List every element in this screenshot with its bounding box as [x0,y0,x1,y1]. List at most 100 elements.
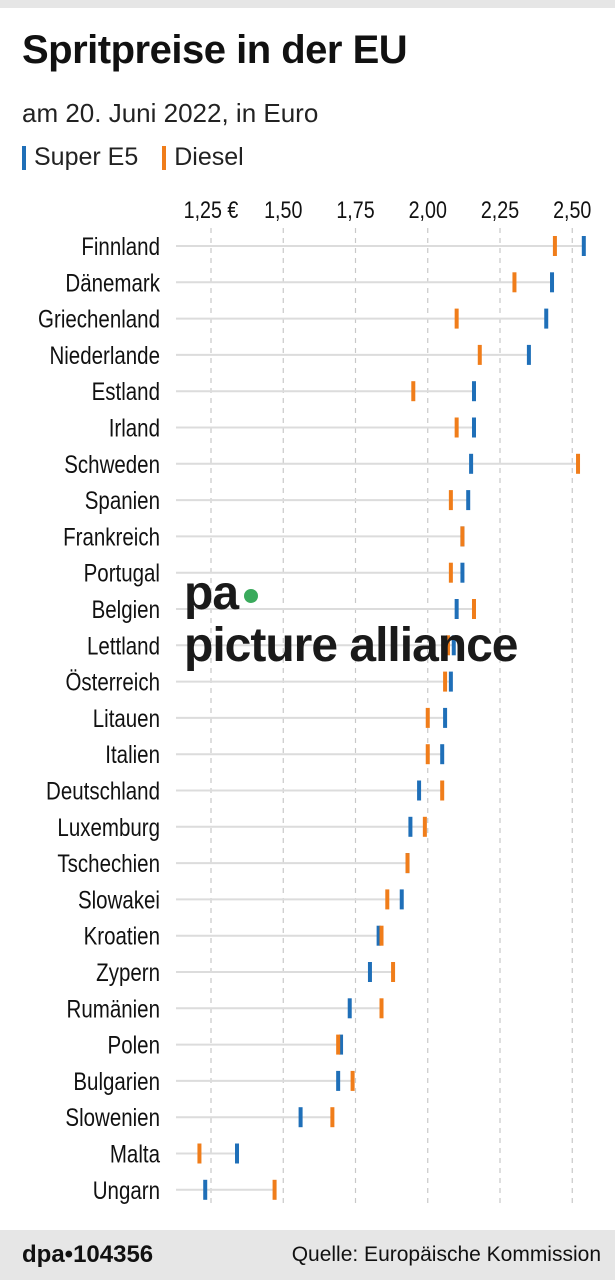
marker-super-e5 [471,381,476,402]
marker-super-e5 [581,236,586,256]
marker-diesel [552,236,557,256]
marker-diesel [425,707,430,728]
x-tick-label: 1,25 € [184,196,239,223]
marker-diesel [471,599,476,619]
marker-diesel [272,1179,277,1200]
marker-super-e5 [339,1034,344,1055]
legend-item-diesel: Diesel [162,143,244,172]
category-label: Deutschland [46,777,160,805]
watermark-logo: pa picture alliance [184,568,518,672]
marker-diesel [445,635,450,656]
footer: dpa•104356 Quelle: Europäische Kommissio… [0,1230,615,1280]
watermark-dot [244,589,259,604]
category-label: Niederlande [49,341,160,369]
marker-super-e5 [399,889,404,910]
marker-diesel [391,962,396,982]
marker-diesel [379,925,384,946]
marker-super-e5 [526,344,531,365]
marker-diesel [425,744,430,765]
chart-title: Spritpreise in der EU [22,28,408,72]
marker-diesel [512,272,517,293]
category-label: Griechenland [38,305,160,333]
category-label: Slowenien [65,1103,160,1131]
category-label: Tschechien [57,849,160,877]
category-label: Bulgarien [73,1067,160,1095]
marker-super-e5 [471,417,476,438]
marker-super-e5 [417,780,422,801]
x-tick-label: 2,00 [409,196,447,223]
legend-swatch-diesel [162,145,167,170]
marker-super-e5 [347,998,352,1019]
legend-label: Diesel [174,143,244,171]
marker-diesel [443,671,448,692]
marker-super-e5 [466,490,471,511]
marker-diesel [454,308,459,329]
marker-diesel [454,417,459,438]
category-label: Österreich [65,668,160,696]
marker-super-e5 [550,272,555,293]
x-tick-label: 1,75 [336,196,374,223]
marker-diesel [350,1070,355,1091]
marker-super-e5 [451,635,456,656]
marker-diesel [411,381,416,402]
marker-super-e5 [408,816,413,837]
marker-diesel [405,853,410,874]
category-label: Malta [110,1140,160,1168]
chart-subtitle: am 20. Juni 2022, in Euro [22,98,319,128]
marker-diesel [448,490,453,511]
watermark-line-1: pa [184,568,517,620]
category-label: Belgien [92,595,160,623]
marker-diesel [385,889,390,910]
marker-diesel [440,780,445,801]
category-label: Italien [105,740,160,768]
marker-super-e5 [448,671,453,692]
legend-label: Super E5 [34,143,139,171]
marker-super-e5 [544,308,549,329]
marker-super-e5 [298,1107,303,1128]
category-label: Dänemark [65,268,160,296]
category-label: Polen [108,1031,160,1059]
legend-item-super-e5: Super E5 [22,143,138,172]
marker-super-e5 [443,707,448,728]
marker-super-e5 [203,1179,208,1200]
marker-super-e5 [235,1143,240,1164]
marker-super-e5 [336,1070,341,1091]
marker-super-e5 [469,453,474,474]
marker-diesel [576,453,581,474]
x-tick-label: 2,25 [481,196,519,223]
category-label: Rumänien [67,994,160,1022]
legend-swatch-super-e5 [22,145,26,170]
marker-diesel [422,816,427,837]
category-label: Schweden [64,450,160,478]
category-label: Lettland [87,631,160,659]
marker-super-e5 [454,599,459,619]
category-label: Litauen [93,704,160,732]
category-label: Kroatien [84,922,160,950]
category-label: Zypern [96,958,160,986]
source: Quelle: Europäische Kommission [291,1243,601,1266]
marker-super-e5 [367,962,372,982]
watermark-left: pa [184,567,239,620]
watermark-right: picture alliance [184,619,518,672]
marker-diesel [477,344,482,365]
marker-diesel [379,998,384,1019]
marker-diesel [460,526,465,547]
marker-super-e5 [440,744,445,765]
top-bar [0,0,615,8]
category-label: Spanien [85,486,160,514]
category-label: Frankreich [63,522,160,550]
marker-diesel [197,1143,202,1164]
marker-diesel [330,1107,335,1128]
marker-super-e5 [376,925,381,946]
category-label: Ungarn [93,1176,160,1204]
category-label: Estland [92,377,160,405]
x-tick-label: 1,50 [264,196,302,223]
marker-diesel [448,562,453,583]
category-label: Slowakei [78,885,160,913]
category-label: Portugal [84,559,160,587]
marker-diesel [336,1034,341,1055]
legend: Super E5 Diesel [22,143,244,172]
category-label: Irland [109,414,160,442]
marker-super-e5 [460,562,465,583]
